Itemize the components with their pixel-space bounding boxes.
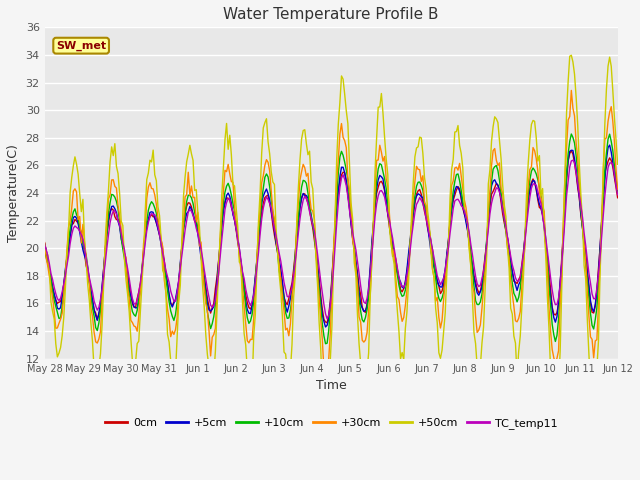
Title: Water Temperature Profile B: Water Temperature Profile B [223,7,439,22]
Y-axis label: Temperature(C): Temperature(C) [7,144,20,242]
X-axis label: Time: Time [316,379,346,392]
Legend: 0cm, +5cm, +10cm, +30cm, +50cm, TC_temp11: 0cm, +5cm, +10cm, +30cm, +50cm, TC_temp1… [100,414,562,434]
Text: SW_met: SW_met [56,40,106,51]
